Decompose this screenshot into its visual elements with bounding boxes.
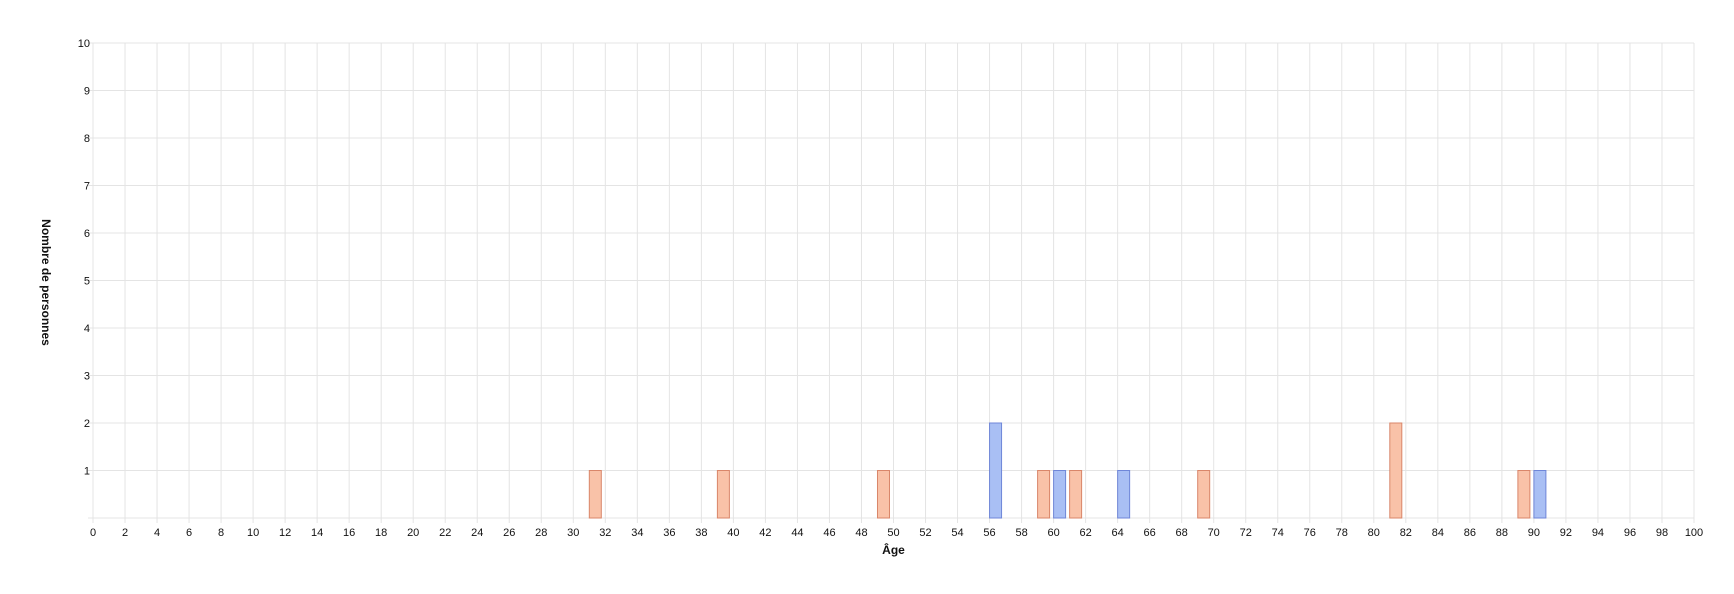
x-tick-label: 6 [186, 527, 192, 539]
x-tick-label: 64 [1112, 527, 1124, 539]
x-tick-label: 8 [218, 527, 224, 539]
x-axis-ticks: 0 2 4 6 8 10 12 14 16 18 20 22 24 26 28 30 32 34 36 38 40 42 4… [90, 518, 1703, 539]
x-tick-label: 86 [1464, 527, 1476, 539]
bar-series-1 [876, 470, 890, 519]
x-tick-label: 42 [759, 527, 771, 539]
x-tick-label: 78 [1336, 527, 1348, 539]
chart-bars [588, 422, 1547, 519]
x-tick-label: 36 [663, 527, 675, 539]
bar-series-1 [1037, 470, 1051, 519]
x-tick-label: 48 [855, 527, 867, 539]
x-tick-label: 20 [407, 527, 419, 539]
x-tick-label: 92 [1560, 527, 1572, 539]
x-tick-label: 70 [1208, 527, 1220, 539]
x-tick-label: 44 [791, 527, 803, 539]
x-tick-label: 18 [375, 527, 387, 539]
x-tick-label: 2 [122, 527, 128, 539]
x-tick-label: 22 [439, 527, 451, 539]
bar-series-2 [1533, 470, 1547, 519]
x-tick-label: 100 [1685, 527, 1703, 539]
x-tick-label: 24 [471, 527, 483, 539]
x-tick-label: 0 [90, 527, 96, 539]
bar-series-1 [588, 470, 602, 519]
x-tick-label: 58 [1015, 527, 1027, 539]
x-tick-label: 14 [311, 527, 323, 539]
x-tick-label: 16 [343, 527, 355, 539]
y-tick-label: 9 [84, 86, 90, 98]
x-tick-label: 68 [1176, 527, 1188, 539]
x-tick-label: 62 [1079, 527, 1091, 539]
y-tick-label: 3 [84, 371, 90, 383]
y-axis-title: Nombre de personnes [39, 219, 53, 346]
x-tick-label: 52 [919, 527, 931, 539]
y-axis-ticks: 1 2 3 4 5 6 7 8 9 10 [78, 38, 90, 478]
x-tick-label: 28 [535, 527, 547, 539]
y-tick-label: 1 [84, 466, 90, 478]
x-tick-label: 80 [1368, 527, 1380, 539]
y-tick-label: 7 [84, 181, 90, 193]
bar-series-2 [989, 422, 1003, 519]
y-tick-label: 6 [84, 228, 90, 240]
bar-series-1 [1517, 470, 1531, 519]
x-tick-label: 98 [1656, 527, 1668, 539]
x-tick-label: 56 [983, 527, 995, 539]
x-tick-label: 34 [631, 527, 643, 539]
bar-series-1 [716, 470, 730, 519]
x-tick-label: 40 [727, 527, 739, 539]
bar-series-1 [1389, 422, 1403, 519]
x-tick-label: 26 [503, 527, 515, 539]
bar-series-2 [1117, 470, 1131, 519]
x-tick-label: 74 [1272, 527, 1284, 539]
x-tick-label: 46 [823, 527, 835, 539]
x-tick-label: 50 [887, 527, 899, 539]
x-tick-label: 60 [1047, 527, 1059, 539]
x-tick-label: 88 [1496, 527, 1508, 539]
y-tick-label: 5 [84, 276, 90, 288]
x-axis-title: Âge [882, 542, 905, 557]
x-tick-label: 4 [154, 527, 160, 539]
bar-series-1 [1197, 470, 1211, 519]
chart-grid [88, 42, 1695, 519]
x-tick-label: 30 [567, 527, 579, 539]
y-tick-label: 4 [84, 323, 90, 335]
x-tick-label: 84 [1432, 527, 1444, 539]
y-tick-label: 10 [78, 38, 90, 50]
x-tick-label: 12 [279, 527, 291, 539]
x-tick-label: 76 [1304, 527, 1316, 539]
x-tick-label: 90 [1528, 527, 1540, 539]
x-tick-label: 38 [695, 527, 707, 539]
y-tick-label: 8 [84, 133, 90, 145]
x-tick-label: 96 [1624, 527, 1636, 539]
x-tick-label: 66 [1144, 527, 1156, 539]
y-tick-label: 2 [84, 418, 90, 430]
x-tick-label: 54 [951, 527, 963, 539]
x-tick-label: 10 [247, 527, 259, 539]
x-tick-label: 94 [1592, 527, 1604, 539]
bar-series-1 [1069, 470, 1083, 519]
bar-series-2 [1053, 470, 1067, 519]
x-tick-label: 82 [1400, 527, 1412, 539]
x-tick-label: 32 [599, 527, 611, 539]
x-tick-label: 72 [1240, 527, 1252, 539]
